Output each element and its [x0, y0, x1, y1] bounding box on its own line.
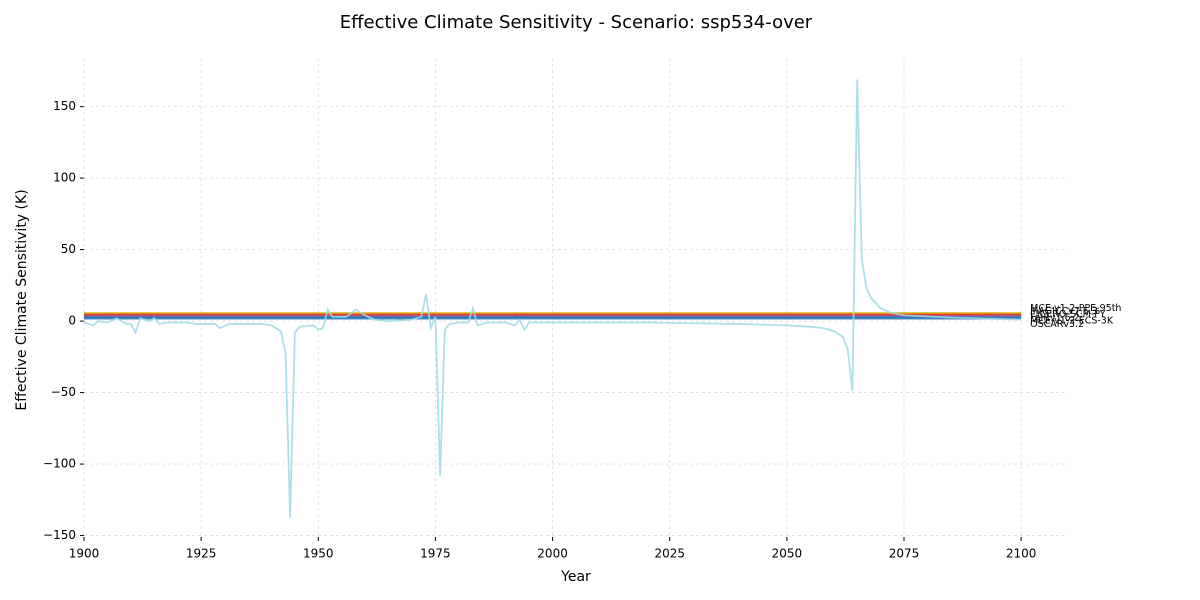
x-tick-label: 1975 [420, 547, 451, 561]
chart-title: Effective Climate Sensitivity - Scenario… [340, 12, 813, 33]
series-end-label: MCE-v1-2-ECS-3K [1030, 315, 1114, 326]
x-tick-label: 2075 [889, 547, 920, 561]
series-end-label: MCE-v1-2-PPE-95th [1030, 303, 1121, 314]
series-end-label: MAGICCv7.5.3 [1030, 306, 1098, 317]
x-tick-label: 1925 [186, 547, 217, 561]
y-tick-label: −100 [43, 457, 76, 471]
x-tick-label: 2050 [772, 547, 803, 561]
series-end-label: CICERO-SCM-PY [1030, 309, 1106, 320]
y-axis-label: Effective Climate Sensitivity (K) [14, 189, 30, 410]
x-tick-label: 1900 [69, 547, 100, 561]
series-line [83, 79, 1022, 519]
y-tick-label: −150 [43, 528, 76, 542]
x-tick-label: 2025 [654, 547, 685, 561]
y-tick-label: 50 [61, 242, 76, 256]
x-tick-label: 1950 [303, 547, 334, 561]
series-end-label: FaIRv1.6.2 [1030, 312, 1080, 323]
y-tick-label: 100 [53, 171, 76, 185]
x-tick-label: 2000 [537, 547, 568, 561]
x-axis-label: Year [560, 569, 591, 585]
y-tick-label: 0 [68, 314, 76, 328]
y-tick-label: −50 [51, 385, 76, 399]
series-end-label: OSCARv3.2 [1030, 319, 1084, 330]
x-tick-label: 2100 [1006, 547, 1037, 561]
y-tick-label: 150 [53, 99, 76, 113]
